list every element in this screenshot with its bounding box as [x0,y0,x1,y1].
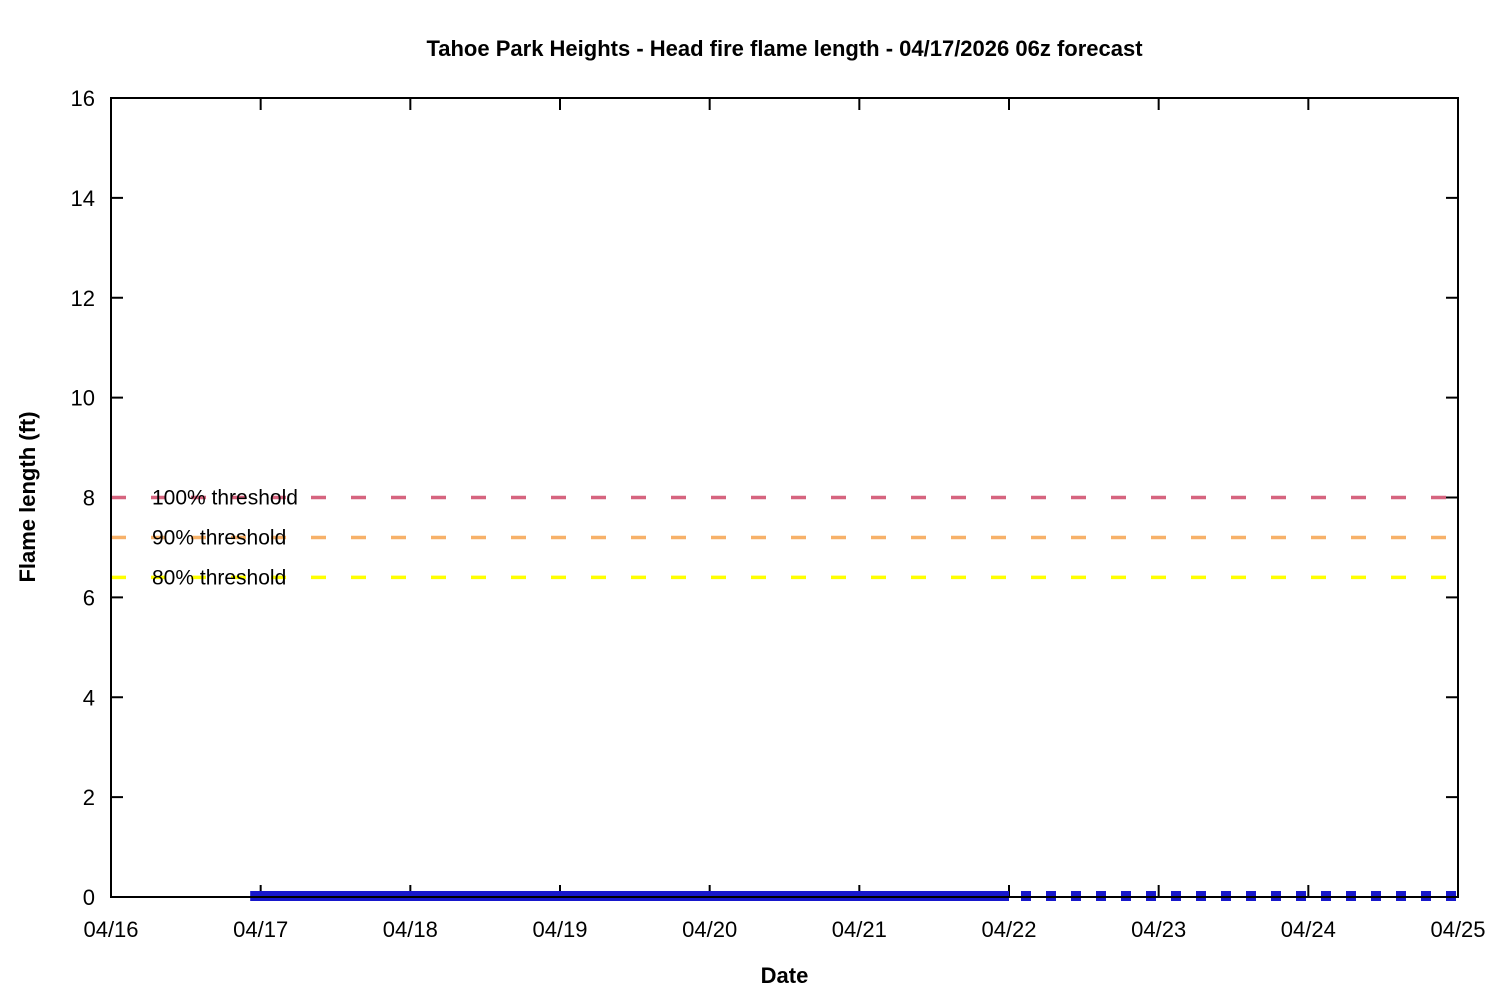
y-tick-label: 14 [71,186,95,211]
x-tick-label: 04/16 [83,917,138,942]
y-tick-label: 6 [83,585,95,610]
y-tick-label: 8 [83,486,95,511]
threshold-label: 80% threshold [152,566,286,589]
threshold-label: 90% threshold [152,526,286,549]
x-tick-label: 04/17 [233,917,288,942]
y-tick-label: 0 [83,885,95,910]
x-tick-label: 04/21 [832,917,887,942]
y-tick-label: 2 [83,785,95,810]
y-axis-title: Flame length (ft) [15,411,40,583]
x-tick-label: 04/20 [682,917,737,942]
y-tick-label: 10 [71,386,95,411]
x-tick-label: 04/24 [1281,917,1336,942]
plot-border [110,97,1459,898]
chart-title: Tahoe Park Heights - Head fire flame len… [426,36,1143,61]
y-tick-label: 12 [71,286,95,311]
y-tick-label: 4 [83,685,95,710]
x-tick-label: 04/25 [1430,917,1485,942]
x-axis-title: Date [760,963,809,988]
threshold-label: 100% threshold [152,487,298,510]
x-tick-label: 04/19 [532,917,587,942]
y-tick-label: 16 [71,86,95,111]
x-tick-label: 04/23 [1131,917,1186,942]
x-tick-label: 04/22 [981,917,1036,942]
x-tick-label: 04/18 [383,917,438,942]
